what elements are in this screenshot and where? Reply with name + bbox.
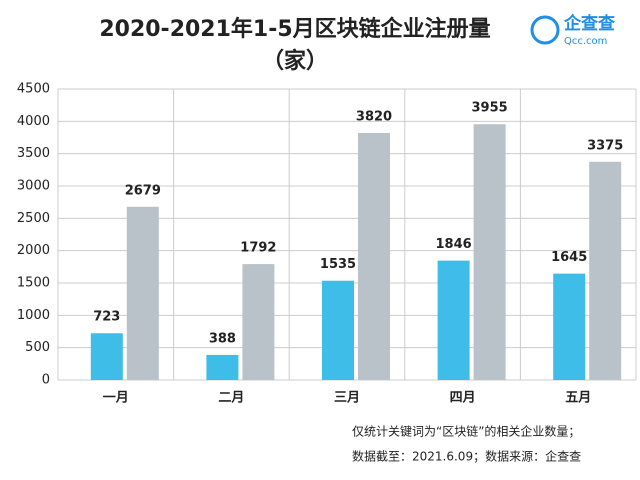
y-tick-label: 1500 [17,276,50,291]
data-label: 2679 [125,183,161,198]
data-label: 1535 [320,257,356,272]
note: 数据截至：2021.6.09；数据来源：企查查 [352,449,581,464]
x-tick-label: 二月 [218,391,244,406]
data-label: 1645 [551,250,587,265]
bar [437,260,470,380]
y-tick-label: 4000 [17,114,50,129]
chart-title: 2020-2021年1-5月区块链企业注册量 [99,16,490,42]
data-label: 3820 [356,109,392,124]
data-label: 1792 [240,241,276,256]
logo: 企查查 Qcc.com [530,13,616,47]
y-tick-label: 4500 [17,82,50,97]
bar [473,124,506,380]
x-tick-label: 五月 [565,391,591,406]
bar [242,264,275,380]
bar [90,333,123,380]
data-label: 723 [93,310,120,325]
logo-icon [530,15,560,45]
y-tick-label: 3500 [17,146,50,161]
logo-name: 企查查 [563,13,616,34]
y-tick-label: 2500 [17,211,50,226]
x-tick-label: 一月 [103,391,129,406]
y-tick-label: 500 [25,340,50,355]
chart-subtitle: （家） [262,48,328,74]
y-tick-label: 1000 [17,308,50,323]
bar [553,273,586,380]
note: 仅统计关键词为“区块链”的相关企业数量； [352,424,580,439]
bar [126,206,159,380]
y-tick-label: 2000 [17,243,50,258]
data-label: 1846 [436,237,472,252]
x-tick-label: 四月 [450,391,476,406]
y-tick-label: 3000 [17,179,50,194]
logo-site: Qcc.com [564,36,607,47]
data-label: 3955 [472,101,508,116]
data-label: 3375 [587,138,623,153]
x-tick-label: 三月 [334,391,360,406]
data-label: 388 [209,331,236,346]
bar [358,132,390,380]
y-tick-label: 0 [42,373,50,388]
bar [322,280,354,380]
bar [206,354,239,380]
bar [589,161,622,380]
